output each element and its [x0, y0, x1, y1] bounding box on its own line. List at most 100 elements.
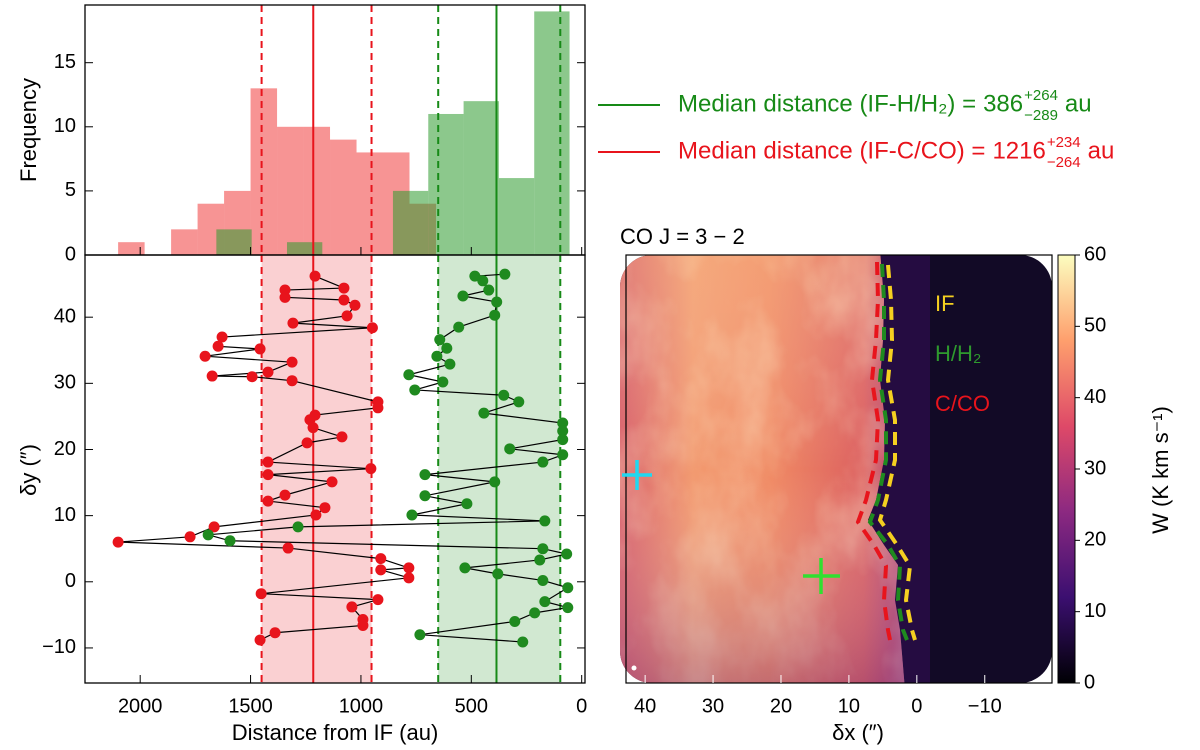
- profile-point: [489, 476, 501, 488]
- colorbar-tick-label: 50: [1084, 315, 1106, 337]
- profile-point: [279, 291, 291, 303]
- legend-unit: au: [1088, 137, 1115, 164]
- profile-point: [406, 509, 418, 521]
- profile-point: [286, 356, 298, 368]
- y-tick-label: 10: [54, 504, 76, 526]
- profile-point: [461, 498, 473, 510]
- profile-point: [375, 564, 387, 576]
- profile-point: [112, 536, 124, 548]
- hist-bar: [171, 229, 198, 255]
- profile-point: [537, 456, 549, 468]
- profile-point: [557, 417, 569, 429]
- legend-error: −264: [1047, 154, 1081, 171]
- profile-point: [489, 309, 501, 321]
- x-axis-label: δx (″): [832, 720, 884, 745]
- x-tick-label: 500: [455, 695, 488, 717]
- colorbar-label: W (K km s⁻¹): [1148, 406, 1173, 534]
- map-title: CO J = 3 − 2: [620, 224, 745, 249]
- profile-point: [349, 299, 361, 311]
- hist-bar: [277, 126, 304, 256]
- median-band: [438, 255, 561, 683]
- profile-point: [287, 317, 299, 329]
- profile-point: [562, 602, 574, 614]
- hist-bar: [392, 190, 429, 255]
- profile-point: [366, 322, 378, 334]
- profile-point: [262, 366, 274, 378]
- y-tick-label: −10: [42, 636, 76, 658]
- profile-point: [208, 521, 220, 533]
- colorbar-tick-label: 0: [1084, 671, 1095, 693]
- profile-point: [509, 615, 521, 627]
- y-tick-label: 20: [54, 438, 76, 460]
- hist-bar: [534, 11, 570, 255]
- y-axis-label: δy (″): [16, 444, 41, 496]
- colorbar-tick-label: 10: [1084, 600, 1106, 622]
- profile-point: [375, 553, 387, 565]
- profile-point: [513, 396, 525, 408]
- hist-bar: [216, 229, 252, 255]
- profile-point: [557, 434, 569, 446]
- x-axis-label: Distance from IF (au): [232, 720, 439, 745]
- profile-point: [403, 562, 415, 574]
- map-annotation: H/H₂: [935, 341, 981, 366]
- profile-point: [459, 562, 471, 574]
- profile-point: [492, 568, 504, 580]
- profile-point: [254, 634, 266, 646]
- profile-point: [453, 321, 465, 333]
- x-tick-label: 1500: [228, 695, 273, 717]
- profile-point: [212, 340, 224, 352]
- x-tick-label: 10: [838, 695, 860, 717]
- profile-point: [282, 542, 294, 554]
- profile-point: [206, 370, 218, 382]
- profile-point: [286, 375, 298, 387]
- legend-unit: au: [1065, 90, 1092, 117]
- profile-point: [504, 443, 516, 455]
- profile-line: [208, 273, 570, 643]
- colorbar-tick-label: 60: [1084, 243, 1106, 265]
- profile-point: [419, 490, 431, 502]
- profile-point: [279, 489, 291, 501]
- profile-point: [431, 350, 443, 362]
- profile-point: [499, 268, 511, 280]
- axes-frame: [84, 254, 586, 684]
- y-tick-label: 5: [65, 179, 76, 201]
- hist-bar: [463, 101, 499, 256]
- beam: [631, 665, 637, 671]
- profile-point: [246, 371, 258, 383]
- profile-point: [557, 449, 569, 461]
- profile-point: [517, 636, 529, 648]
- profile-point: [491, 296, 503, 308]
- profile-point: [336, 431, 348, 443]
- profile-point: [434, 334, 446, 346]
- profile-point: [498, 389, 510, 401]
- profile-point: [365, 463, 377, 475]
- boundary-curves: [855, 261, 917, 641]
- map-image: [620, 254, 1053, 684]
- y-tick-label: 10: [54, 115, 76, 137]
- hist-bar: [303, 126, 331, 256]
- map-annotation: C/CO: [935, 391, 990, 416]
- profile-point: [403, 369, 415, 381]
- curve-cco: [855, 261, 892, 641]
- profile-point: [469, 270, 481, 282]
- profile-point: [483, 284, 495, 296]
- x-tick-label: 1000: [339, 695, 384, 717]
- profile-point: [216, 331, 228, 343]
- green-cross: [803, 558, 840, 594]
- legend-error: +234: [1047, 134, 1081, 151]
- x-tick-label: 30: [702, 695, 724, 717]
- profile-point: [539, 596, 551, 608]
- profile-point: [457, 290, 469, 302]
- profile-point: [309, 270, 321, 282]
- profile-point: [326, 476, 338, 488]
- x-tick-label: 2000: [118, 695, 163, 717]
- legend-error: −289: [1024, 107, 1058, 124]
- profile-point: [478, 407, 490, 419]
- profile-point: [310, 509, 322, 521]
- x-tick-label: 40: [634, 695, 656, 717]
- y-tick-label: 40: [54, 305, 76, 327]
- hist-bar: [250, 88, 278, 255]
- hist-bar: [356, 152, 384, 255]
- profile-point: [254, 343, 266, 355]
